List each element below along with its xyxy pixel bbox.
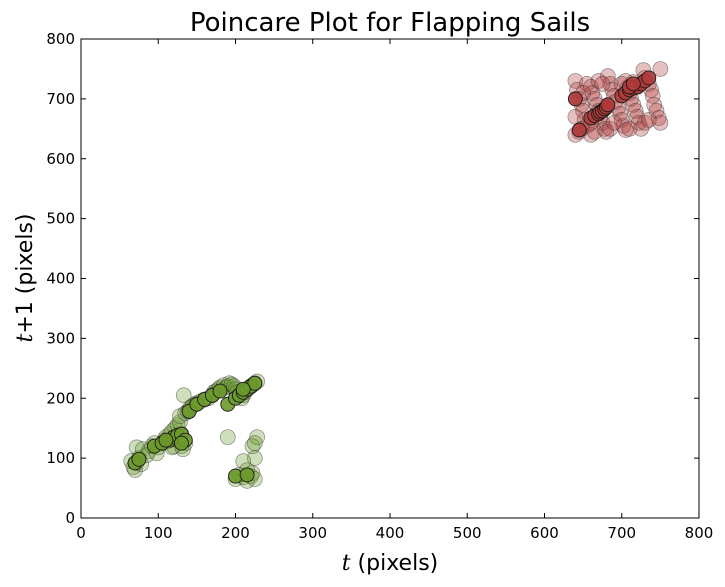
points-layer bbox=[123, 61, 669, 489]
scatter-point-highlight bbox=[567, 91, 583, 107]
scatter-point bbox=[612, 105, 629, 122]
y-axis-label-op: +1 bbox=[13, 301, 38, 333]
y-tick-label: 200 bbox=[46, 389, 75, 407]
x-tick-label: 700 bbox=[607, 524, 636, 542]
y-tick-label: 500 bbox=[46, 210, 75, 228]
y-tick-label: 600 bbox=[46, 150, 75, 168]
scatter-point-highlight bbox=[212, 383, 228, 399]
scatter-point-highlight bbox=[235, 381, 251, 397]
x-axis-label: t (pixels) bbox=[342, 551, 439, 576]
x-tick-label: 200 bbox=[221, 524, 250, 542]
scatter-point bbox=[594, 76, 611, 92]
x-tick-label: 400 bbox=[376, 524, 405, 542]
scatter-point bbox=[602, 120, 619, 137]
ticks-layer: 0 100 200 300 400 500 600 700 800 0 100 200 300 400 50… bbox=[46, 30, 713, 542]
x-axis-label-unit: (pixels) bbox=[351, 551, 439, 576]
scatter-point bbox=[625, 97, 642, 113]
scatter-point bbox=[582, 79, 599, 95]
scatter-point bbox=[219, 429, 236, 446]
y-tick-label: 800 bbox=[46, 30, 75, 48]
scatter-point bbox=[606, 114, 622, 131]
scatter-point-highlight bbox=[131, 451, 147, 467]
scatter-point bbox=[630, 114, 647, 131]
x-tick-label: 600 bbox=[530, 524, 559, 542]
x-tick-label: 800 bbox=[685, 524, 714, 542]
scatter-point bbox=[640, 111, 657, 128]
y-axis-label: t+1 (pixels) bbox=[13, 214, 38, 343]
scatter-point bbox=[246, 435, 263, 452]
y-tick-label: 300 bbox=[46, 329, 75, 347]
scatter-point-highlight bbox=[600, 97, 616, 113]
x-tick-label: 300 bbox=[298, 524, 327, 542]
scatter-point bbox=[596, 120, 613, 137]
scatter-point-highlight bbox=[239, 467, 255, 483]
x-tick-label: 0 bbox=[76, 524, 86, 542]
scatter-point-highlight bbox=[247, 375, 263, 391]
scatter-point bbox=[235, 453, 252, 469]
scatter-point bbox=[621, 120, 638, 137]
scatter-point-highlight bbox=[173, 435, 189, 451]
scatter-point bbox=[175, 387, 192, 404]
scatter-point-highlight bbox=[641, 70, 657, 86]
scatter-point bbox=[652, 114, 669, 131]
y-tick-label: 700 bbox=[46, 90, 75, 108]
scatter-point bbox=[627, 102, 644, 119]
scatter-point bbox=[249, 429, 265, 446]
plot-frame bbox=[80, 38, 700, 519]
y-tick-label: 100 bbox=[46, 449, 75, 467]
x-tick-label: 500 bbox=[453, 524, 482, 542]
y-axis-label-var: t bbox=[13, 333, 38, 342]
x-tick-label: 100 bbox=[144, 524, 173, 542]
scatter-point bbox=[244, 438, 261, 454]
chart-title: Poincare Plot for Flapping Sails bbox=[190, 8, 590, 38]
scatter-point-highlight bbox=[158, 432, 174, 448]
y-axis-label-unit: (pixels) bbox=[13, 214, 38, 302]
scatter-point bbox=[629, 108, 646, 125]
scatter-point-highlight bbox=[571, 122, 587, 138]
y-tick-label: 0 bbox=[65, 509, 75, 527]
scatter-point bbox=[633, 120, 649, 137]
scatter-point bbox=[652, 61, 669, 77]
x-axis-label-var: t bbox=[342, 551, 351, 576]
y-tick-label: 400 bbox=[46, 270, 75, 288]
scatter-point-highlight bbox=[625, 76, 641, 92]
scatter-point bbox=[567, 108, 584, 125]
